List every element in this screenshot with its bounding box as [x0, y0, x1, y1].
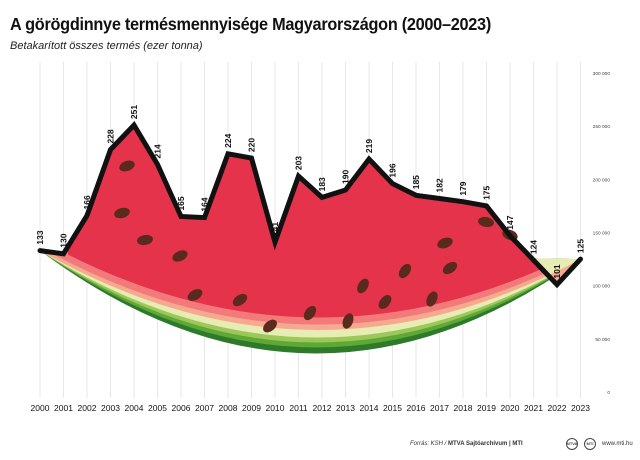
x-tick-label: 2001 — [54, 403, 73, 413]
site-url: www.mti.hu — [602, 441, 633, 447]
series-line — [37, 121, 583, 289]
data-label: 130 — [59, 233, 69, 247]
seed — [426, 291, 438, 307]
chart-title: A görögdinnye termésmennyisége Magyarors… — [10, 14, 491, 34]
flesh-red — [68, 125, 555, 318]
x-tick-label: 2019 — [477, 403, 496, 413]
seed — [187, 289, 203, 301]
x-tick-label: 2002 — [78, 403, 97, 413]
x-tick-label: 2012 — [313, 403, 332, 413]
x-tick-label: 2018 — [454, 403, 473, 413]
seed — [303, 305, 317, 321]
x-tick-label: 2006 — [172, 403, 191, 413]
x-tick-label: 2008 — [219, 403, 238, 413]
data-label: 183 — [317, 177, 327, 191]
y-tick-label: 0 — [607, 390, 610, 396]
x-tick-label: 2007 — [195, 403, 214, 413]
y-axis: 0 50 000 100 000 150 000 200 000 250 000 300 0… — [593, 71, 611, 396]
seed — [442, 261, 458, 275]
x-tick-label: 2000 — [31, 403, 50, 413]
watermelon-seeds — [114, 160, 518, 333]
y-tick-label: 150 000 — [593, 231, 611, 237]
mtva-logo-icon: MTVA — [566, 437, 578, 450]
x-tick-label: 2017 — [430, 403, 449, 413]
x-tick-label: 2011 — [289, 403, 308, 413]
seed — [378, 295, 392, 309]
data-labels: 133 130 166 228 251 214 165 164 224 220 141 203 183 1… — [35, 105, 586, 279]
data-label: 214 — [153, 144, 163, 158]
data-label: 175 — [482, 185, 492, 199]
seed — [263, 319, 277, 333]
data-label: 219 — [364, 139, 374, 153]
data-label: 185 — [411, 175, 421, 189]
data-line — [37, 121, 583, 289]
data-label: 141 — [270, 222, 280, 236]
data-label: 203 — [294, 156, 304, 170]
seed — [137, 234, 153, 246]
data-label: 220 — [247, 138, 257, 152]
x-tick-label: 2009 — [242, 403, 261, 413]
data-label: 101 — [552, 264, 562, 278]
seed — [342, 313, 354, 329]
source-label: Forrás: KSH / — [410, 441, 449, 447]
data-label: 166 — [82, 195, 92, 209]
source-note: Forrás: KSH / MTVA Sajtóarchívum | MTI — [410, 441, 523, 447]
x-tick-label: 2013 — [336, 403, 355, 413]
data-label: 196 — [388, 163, 398, 177]
x-tick-label: 2015 — [383, 403, 402, 413]
seed — [114, 207, 130, 219]
x-tick-label: 2021 — [524, 403, 543, 413]
x-tick-label: 2010 — [266, 403, 285, 413]
chart-subtitle: Betakarított összes termés (ezer tonna) — [10, 40, 203, 52]
data-label: 179 — [458, 181, 468, 195]
seed — [478, 216, 494, 228]
seed — [232, 293, 248, 307]
x-tick-label: 2020 — [501, 403, 520, 413]
x-tick-label: 2014 — [360, 403, 379, 413]
seed — [437, 237, 453, 249]
mti-logo: MTI — [584, 437, 596, 450]
data-label: 190 — [341, 170, 351, 184]
y-tick-label: 50 000 — [595, 337, 610, 343]
x-tick-label: 2016 — [407, 403, 426, 413]
data-label: 251 — [129, 105, 139, 119]
x-tick-label: 2003 — [101, 403, 120, 413]
x-tick-label: 2023 — [571, 403, 590, 413]
x-axis: 2000 2001 2002 2003 2004 2005 2006 2007 2008 2009… — [31, 403, 591, 413]
y-tick-label: 300 000 — [593, 71, 611, 77]
data-label: 165 — [176, 196, 186, 210]
y-tick-label: 200 000 — [593, 177, 611, 183]
data-label: 224 — [223, 133, 233, 147]
data-label: 125 — [576, 239, 586, 253]
y-tick-label: 100 000 — [593, 284, 611, 290]
y-tick-label: 250 000 — [593, 124, 611, 130]
seed — [172, 250, 188, 262]
x-tick-label: 2004 — [125, 403, 144, 413]
data-label: 164 — [200, 197, 210, 211]
data-label: 228 — [106, 129, 116, 143]
seed — [398, 263, 412, 279]
x-tick-label: 2022 — [548, 403, 567, 413]
x-tick-label: 2005 — [148, 403, 167, 413]
source-org: MTVA Sajtóarchívum | MTI — [448, 441, 523, 447]
data-label: 147 — [505, 215, 515, 229]
seed — [357, 278, 369, 294]
mtva-logo: MTVA — [566, 437, 578, 450]
mti-logo-icon: MTI — [584, 437, 596, 450]
data-label: 182 — [435, 178, 445, 192]
seed — [119, 160, 135, 172]
data-label: 133 — [35, 230, 45, 244]
data-label: 124 — [529, 240, 539, 254]
